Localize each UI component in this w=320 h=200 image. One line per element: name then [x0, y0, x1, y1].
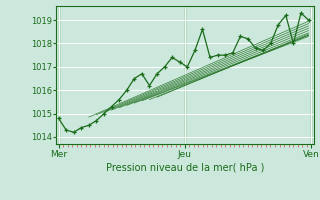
X-axis label: Pression niveau de la mer( hPa ): Pression niveau de la mer( hPa )	[106, 163, 264, 173]
